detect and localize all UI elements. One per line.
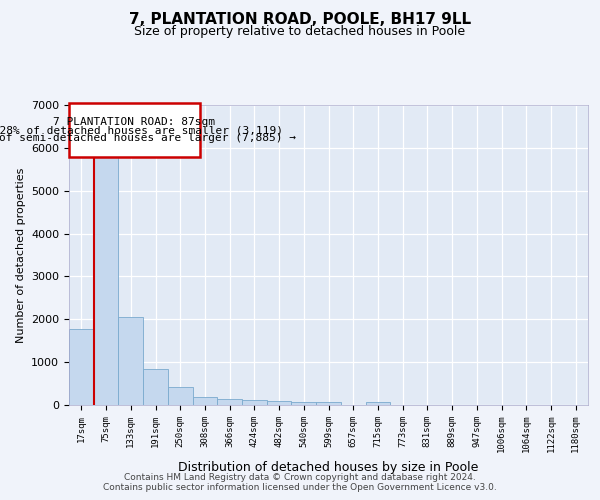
Text: 7 PLANTATION ROAD: 87sqm: 7 PLANTATION ROAD: 87sqm: [53, 117, 215, 127]
Text: 71% of semi-detached houses are larger (7,885) →: 71% of semi-detached houses are larger (…: [0, 134, 296, 143]
Bar: [242, 400, 267, 405]
Bar: [267, 400, 292, 405]
X-axis label: Distribution of detached houses by size in Poole: Distribution of detached houses by size …: [178, 460, 479, 473]
Bar: [193, 397, 217, 405]
Text: ← 28% of detached houses are smaller (3,119): ← 28% of detached houses are smaller (3,…: [0, 125, 283, 135]
FancyBboxPatch shape: [69, 103, 200, 158]
Text: Contains public sector information licensed under the Open Government Licence v3: Contains public sector information licen…: [103, 484, 497, 492]
Bar: [69, 328, 94, 405]
Bar: [118, 316, 143, 405]
Bar: [365, 402, 390, 405]
Text: Contains HM Land Registry data © Crown copyright and database right 2024.: Contains HM Land Registry data © Crown c…: [124, 472, 476, 482]
Bar: [143, 370, 168, 405]
Bar: [292, 402, 316, 405]
Bar: [217, 400, 242, 405]
Text: 7, PLANTATION ROAD, POOLE, BH17 9LL: 7, PLANTATION ROAD, POOLE, BH17 9LL: [129, 12, 471, 28]
Y-axis label: Number of detached properties: Number of detached properties: [16, 168, 26, 342]
Text: Size of property relative to detached houses in Poole: Size of property relative to detached ho…: [134, 25, 466, 38]
Bar: [168, 386, 193, 405]
Bar: [94, 157, 118, 405]
Bar: [316, 402, 341, 405]
